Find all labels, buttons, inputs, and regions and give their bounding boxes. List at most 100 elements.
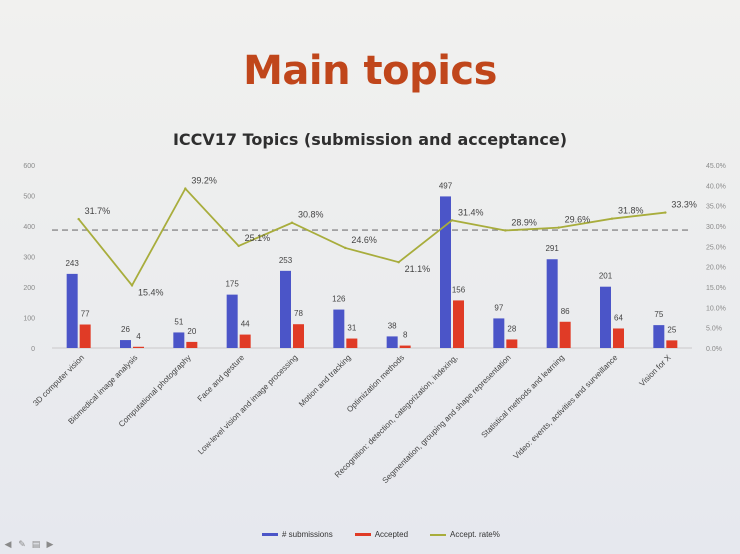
bar-accepted — [79, 324, 91, 348]
bar-accepted — [559, 321, 571, 348]
slide-sorter-icon[interactable]: ▤ — [31, 540, 41, 550]
bar-accepted — [293, 324, 304, 348]
pen-icon[interactable]: ✎ — [18, 540, 26, 550]
bar-submissions — [280, 270, 291, 348]
accept-rate-line — [77, 187, 666, 287]
bar-submissions — [173, 332, 185, 348]
legend-item-accepted: Accepted — [354, 530, 409, 539]
bar-submissions — [440, 196, 451, 348]
x-category-label: Video: events, activities and surveillan… — [512, 353, 620, 461]
bar-accepted — [133, 346, 144, 348]
bar-submissions-label: 175 — [225, 280, 239, 289]
accept-rate-point — [290, 221, 294, 224]
bar-accepted — [506, 339, 518, 348]
x-category-label: Vision for X — [638, 353, 674, 389]
accept-rate-label: 30.8% — [298, 210, 324, 220]
slide-title: Main topics — [243, 48, 497, 94]
bar-accepted — [666, 340, 678, 348]
accept-rate-label: 33.3% — [671, 200, 697, 210]
accept-rate-label: 24.6% — [351, 235, 377, 245]
bar-submissions-label: 243 — [65, 259, 79, 268]
accept-rate-point — [504, 229, 507, 232]
accept-rate-label: 15.4% — [138, 287, 164, 297]
bar-submissions — [546, 259, 558, 348]
legend-swatch-submissions — [262, 533, 278, 536]
x-category-label: Motion and tracking — [297, 353, 353, 409]
y-right-tick-label: 5.0% — [706, 326, 722, 333]
accept-rate-point — [557, 226, 560, 229]
bar-submissions-label: 253 — [279, 256, 293, 265]
bar-submissions-label: 51 — [174, 317, 183, 326]
accept-rate-label: 28.9% — [511, 217, 537, 227]
bar-accepted-label: 77 — [81, 310, 90, 319]
bar-accepted-label: 28 — [507, 324, 516, 333]
y-left-tick-label: 400 — [23, 224, 35, 231]
y-right-tick-label: 20.0% — [706, 265, 726, 272]
x-category-label: Recognition: detection, categorization, … — [333, 353, 459, 479]
bar-accepted — [453, 300, 464, 348]
y-left-tick-label: 300 — [23, 255, 35, 262]
bar-submissions-label: 26 — [121, 325, 130, 334]
accept-rate-point — [610, 217, 614, 220]
legend-swatch-accept-rate — [430, 533, 447, 536]
bar-accepted-label: 25 — [667, 325, 676, 334]
accept-rate-point — [344, 246, 347, 250]
bar-submissions-label: 291 — [545, 244, 559, 253]
bar-submissions-label: 497 — [439, 181, 453, 190]
bar-submissions-label: 38 — [388, 321, 397, 330]
accept-rate-point — [450, 219, 454, 222]
legend-label-submissions: # submissions — [282, 530, 333, 539]
bar-submissions — [66, 273, 78, 348]
bar-submissions-label: 75 — [654, 310, 663, 319]
bar-accepted — [346, 338, 358, 348]
legend-swatch-accepted — [354, 533, 371, 536]
arrow-left-icon[interactable]: ◀ — [4, 540, 12, 550]
bar-accepted-label: 156 — [452, 285, 466, 294]
bar-submissions — [333, 309, 345, 348]
y-left-tick-label: 600 — [23, 163, 35, 170]
accept-rate-point — [184, 187, 187, 190]
accept-rate-label: 21.1% — [405, 264, 431, 274]
arrow-right-icon[interactable]: ▶ — [46, 540, 54, 550]
chart-legend: # submissions Accepted Accept. rate% — [262, 530, 500, 539]
y-right-tick-label: 25.0% — [706, 244, 726, 251]
accept-rate-point — [397, 260, 400, 264]
bar-submissions-label: 201 — [599, 272, 613, 281]
bar-accepted-label: 20 — [187, 327, 196, 336]
y-left-tick-label: 100 — [23, 316, 35, 323]
accept-rate-point — [237, 244, 240, 248]
accept-rate-label: 29.6% — [565, 215, 591, 225]
bar-submissions — [653, 325, 665, 348]
accept-rate-label: 31.4% — [458, 207, 484, 217]
legend-item-submissions: # submissions — [262, 530, 333, 539]
x-category-label: 3D computer vision — [31, 353, 86, 408]
chart-title: ICCV17 Topics (submission and acceptance… — [172, 130, 568, 149]
y-left-tick-label: 200 — [23, 285, 35, 292]
legend-label-accept-rate: Accept. rate% — [450, 530, 500, 539]
bar-accepted — [613, 328, 624, 348]
x-category-label: Face and gesture — [196, 353, 247, 404]
bar-submissions-label: 97 — [494, 303, 503, 312]
y-right-tick-label: 10.0% — [706, 305, 726, 312]
y-right-tick-label: 45.0% — [706, 163, 726, 170]
x-category-label: Optimization methods — [345, 353, 406, 414]
legend-item-accept-rate: Accept. rate% — [430, 530, 500, 539]
accept-rate-label: 39.2% — [191, 176, 217, 186]
slideshow-nav: ◀ ✎ ▤ ▶ — [2, 540, 56, 550]
legend-label-accepted: Accepted — [374, 530, 409, 539]
accept-rate-point — [77, 217, 80, 221]
accept-rate-label: 31.7% — [85, 206, 111, 216]
bar-submissions-label: 126 — [332, 295, 346, 304]
y-right-tick-label: 35.0% — [706, 204, 726, 211]
accept-rate-point — [664, 211, 667, 214]
bar-submissions — [600, 286, 611, 348]
y-right-tick-label: 0.0% — [706, 346, 722, 353]
bar-accepted-label: 8 — [403, 331, 408, 340]
y-right-tick-label: 30.0% — [706, 224, 726, 231]
bar-accepted-label: 44 — [241, 320, 250, 329]
accept-rate-label: 31.8% — [618, 206, 644, 216]
bar-accepted — [186, 341, 198, 348]
bar-accepted-label: 64 — [614, 313, 623, 322]
